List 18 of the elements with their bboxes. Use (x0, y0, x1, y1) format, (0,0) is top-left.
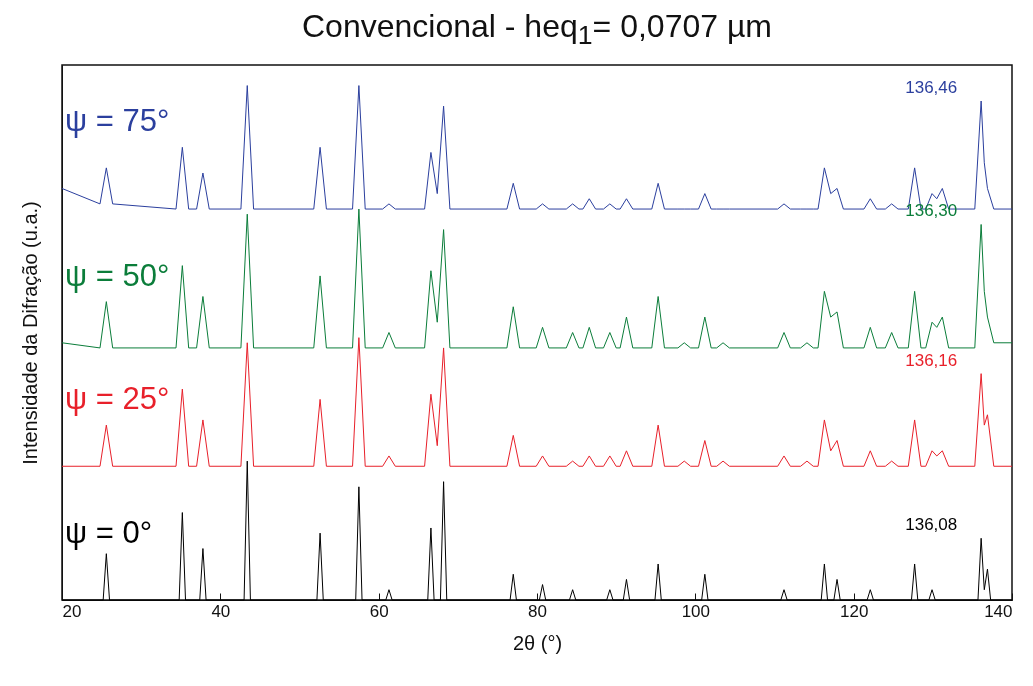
series-label: ψ = 75° (65, 103, 170, 139)
annotation: 136,30 (905, 201, 958, 221)
x-axis-title: 2θ (°) (512, 631, 563, 654)
x-tick-label: 60 (369, 601, 389, 621)
annotation: 136,08 (905, 515, 958, 535)
chart-title: Convencional - heq$_{1}$= 0,0707 µm (301, 8, 773, 52)
x-tick-label: 120 (839, 601, 869, 621)
x-tick-label: 80 (528, 601, 547, 621)
y-axis-title: Intensidade da Difração (u.a.) (18, 201, 41, 465)
series-label: ψ = 0° (65, 515, 153, 550)
annotation: 136,46 (905, 78, 958, 98)
x-tick-label: 40 (211, 601, 231, 621)
series-label: ψ = 25° (65, 381, 170, 417)
x-tick-label: 100 (681, 601, 711, 621)
annotation: 136,16 (905, 350, 958, 370)
x-tick-label: 140 (984, 601, 1013, 621)
series-label: ψ = 50° (65, 257, 170, 293)
x-tick-label: 20 (62, 601, 82, 621)
